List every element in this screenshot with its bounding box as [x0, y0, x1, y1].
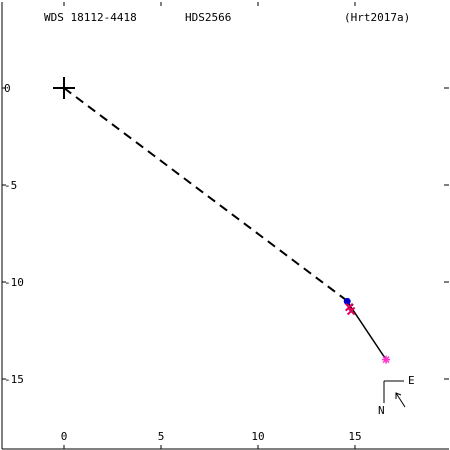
discoverer-label: HDS2566	[185, 11, 231, 24]
x-tick-label: 0	[61, 430, 68, 443]
x-tick-label: 10	[251, 430, 264, 443]
compass-east-label: E	[408, 374, 415, 387]
data-marks	[53, 77, 391, 364]
y-tick-label: 0	[4, 82, 11, 95]
observation-x-marker	[346, 306, 356, 316]
y-tick-label: -10	[4, 276, 24, 289]
motion-arrow	[395, 392, 406, 408]
x-tick-label: 5	[158, 430, 165, 443]
primary-companion-dashed-line	[63, 87, 354, 307]
observation-dot	[343, 297, 351, 305]
orbit-segment-line	[346, 300, 387, 361]
motion-arrow-head	[395, 392, 402, 399]
wds-id-label: WDS 18112-4418	[44, 11, 137, 24]
orbit-ref-label: (Hrt2017a)	[344, 11, 410, 24]
observation-asterisk-marker	[382, 355, 391, 364]
y-tick-label: -5	[4, 179, 17, 192]
compass: E N	[378, 374, 415, 417]
x-tick-label: 15	[348, 430, 361, 443]
compass-north-label: N	[378, 404, 385, 417]
y-tick-label: -15	[4, 373, 24, 386]
